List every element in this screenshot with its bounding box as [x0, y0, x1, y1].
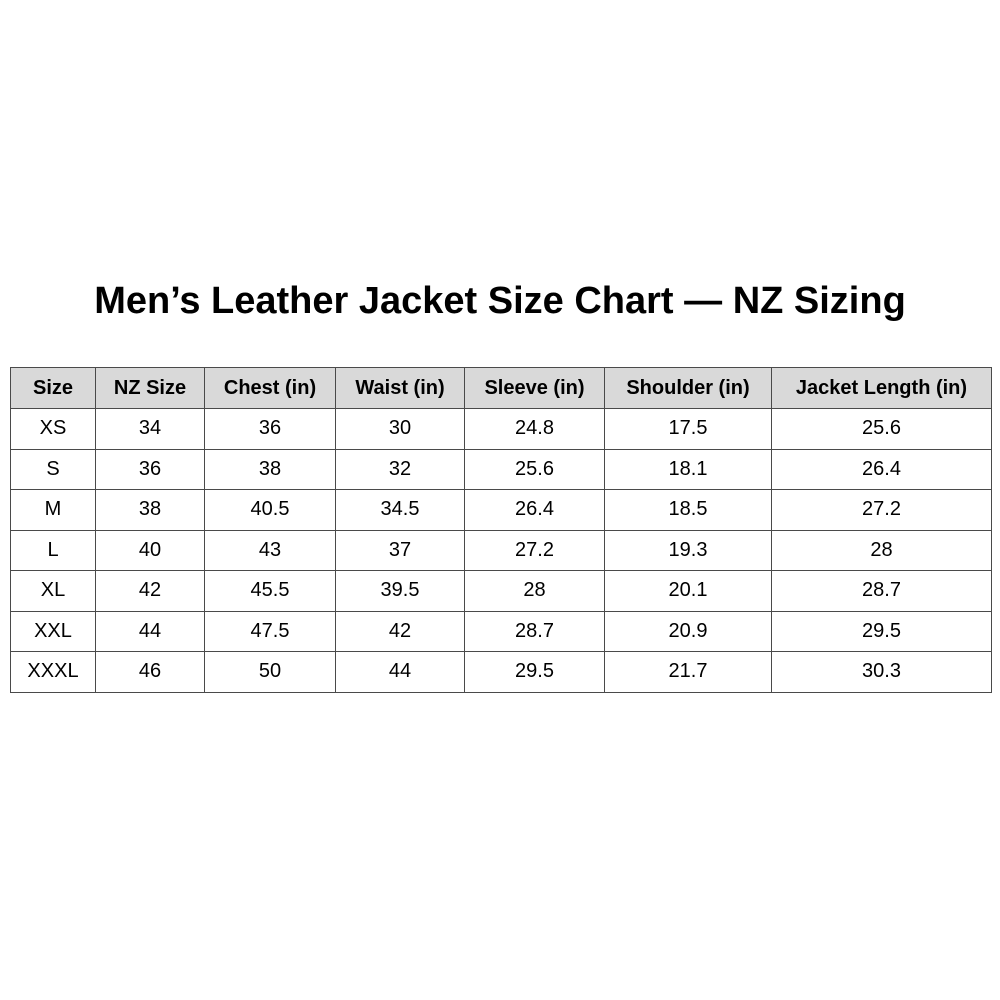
- table-cell: 39.5: [335, 570, 465, 612]
- table-cell: XS: [10, 408, 96, 450]
- table-cell: 43: [204, 529, 336, 571]
- column-header: Waist (in): [335, 367, 465, 409]
- table-row: S 36 38 32 25.6 18.1 26.4: [10, 448, 992, 490]
- table-cell: XL: [10, 570, 96, 612]
- table-cell: 38: [95, 489, 205, 531]
- size-chart-table: Size NZ Size Chest (in) Waist (in) Sleeve (i…: [10, 367, 992, 693]
- table-cell: 29.5: [464, 651, 605, 693]
- table-cell: 18.1: [604, 448, 772, 490]
- table-cell: XXXL: [10, 651, 96, 693]
- table-cell: 30: [335, 408, 465, 450]
- column-header: NZ Size: [95, 367, 205, 409]
- table-cell: 25.6: [464, 448, 605, 490]
- table-cell: 40.5: [204, 489, 336, 531]
- table-cell: 27.2: [771, 489, 992, 531]
- table-cell: XXL: [10, 610, 96, 652]
- column-header: Size: [10, 367, 96, 409]
- table-row: XXXL 46 50 44 29.5 21.7 30.3: [10, 651, 992, 693]
- header-row: Size NZ Size Chest (in) Waist (in) Sleeve (i…: [10, 367, 992, 409]
- table-cell: 24.8: [464, 408, 605, 450]
- table-cell: 28.7: [771, 570, 992, 612]
- table-row: M 38 40.5 34.5 26.4 18.5 27.2: [10, 489, 992, 531]
- table-cell: 26.4: [771, 448, 992, 490]
- page-title: Men’s Leather Jacket Size Chart — NZ Siz…: [94, 280, 906, 322]
- column-header: Chest (in): [204, 367, 336, 409]
- table-row: XXL 44 47.5 42 28.7 20.9 29.5: [10, 610, 992, 652]
- table-cell: 32: [335, 448, 465, 490]
- table-cell: 37: [335, 529, 465, 571]
- table-row: XL 42 45.5 39.5 28 20.1 28.7: [10, 570, 992, 612]
- table-cell: 20.1: [604, 570, 772, 612]
- table-cell: 36: [204, 408, 336, 450]
- table-cell: 36: [95, 448, 205, 490]
- table-cell: 18.5: [604, 489, 772, 531]
- table-cell: 27.2: [464, 529, 605, 571]
- table-cell: 40: [95, 529, 205, 571]
- table-cell: 42: [335, 610, 465, 652]
- table-cell: 34.5: [335, 489, 465, 531]
- table-cell: 42: [95, 570, 205, 612]
- table-cell: 26.4: [464, 489, 605, 531]
- table-cell: M: [10, 489, 96, 531]
- table-cell: 44: [335, 651, 465, 693]
- table-cell: 50: [204, 651, 336, 693]
- table-cell: 46: [95, 651, 205, 693]
- table-cell: S: [10, 448, 96, 490]
- column-header: Shoulder (in): [604, 367, 772, 409]
- table-cell: 44: [95, 610, 205, 652]
- table-cell: 28: [771, 529, 992, 571]
- table-cell: 21.7: [604, 651, 772, 693]
- table-cell: 29.5: [771, 610, 992, 652]
- table-cell: 19.3: [604, 529, 772, 571]
- table-cell: 34: [95, 408, 205, 450]
- table-cell: 25.6: [771, 408, 992, 450]
- table-cell: 17.5: [604, 408, 772, 450]
- table-cell: 28: [464, 570, 605, 612]
- table-cell: 20.9: [604, 610, 772, 652]
- table-cell: L: [10, 529, 96, 571]
- column-header: Jacket Length (in): [771, 367, 992, 409]
- table-row: XS 34 36 30 24.8 17.5 25.6: [10, 408, 992, 450]
- table-cell: 28.7: [464, 610, 605, 652]
- table-cell: 30.3: [771, 651, 992, 693]
- table-cell: 45.5: [204, 570, 336, 612]
- column-header: Sleeve (in): [464, 367, 605, 409]
- table-cell: 47.5: [204, 610, 336, 652]
- table-row: L 40 43 37 27.2 19.3 28: [10, 529, 992, 571]
- table-cell: 38: [204, 448, 336, 490]
